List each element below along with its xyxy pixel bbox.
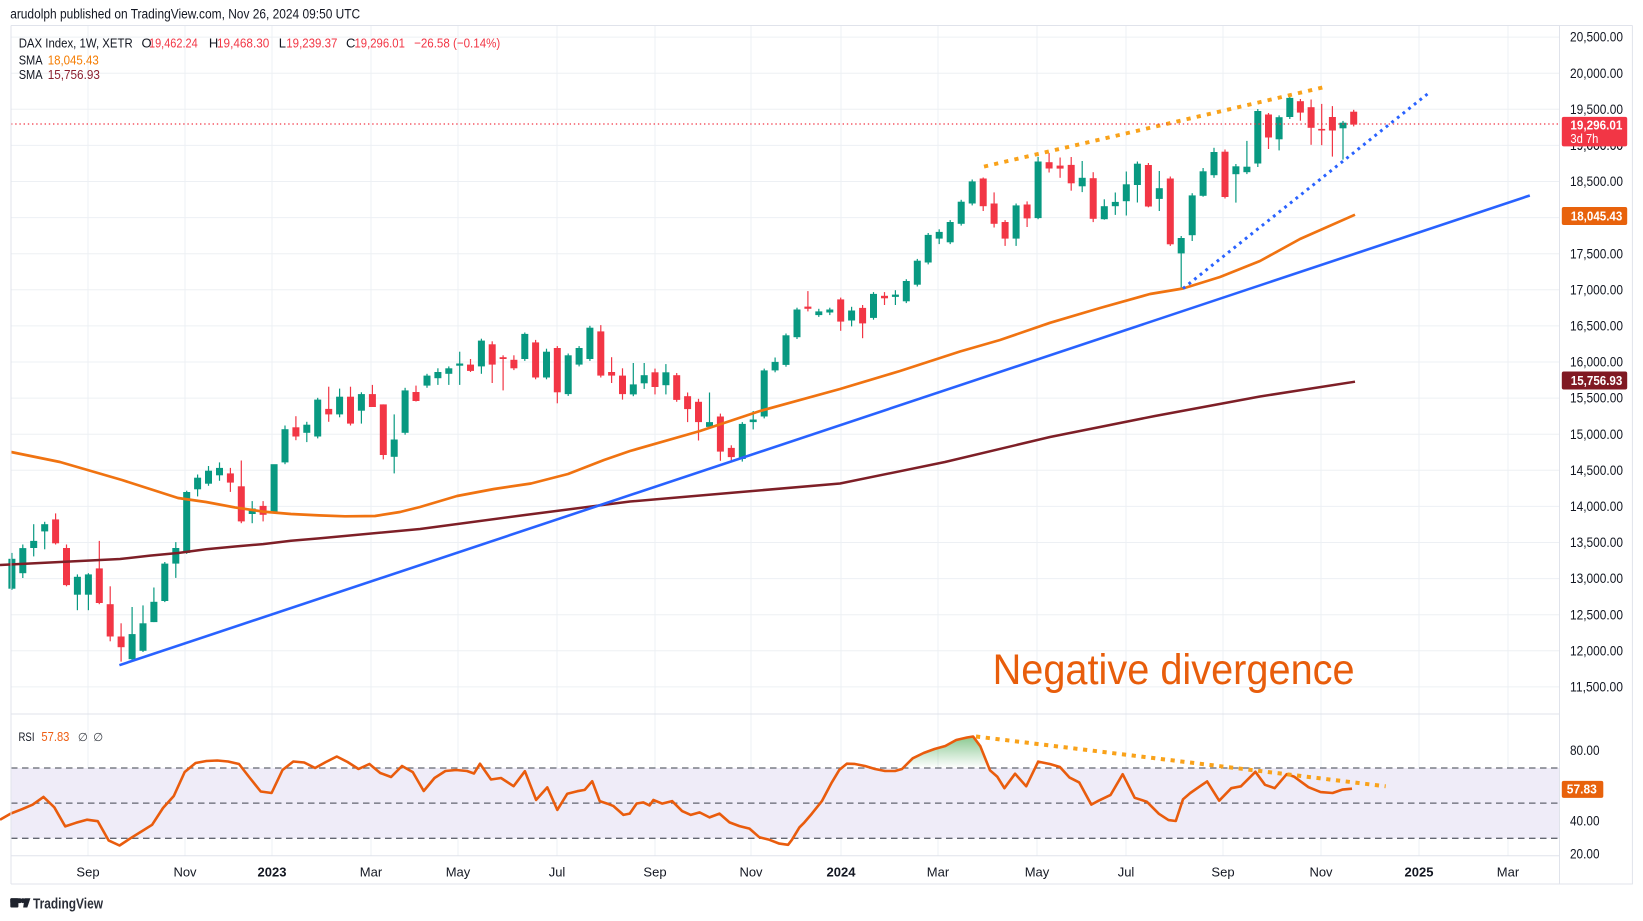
- svg-text:May: May: [446, 865, 471, 880]
- svg-text:20,000.00: 20,000.00: [1570, 66, 1623, 81]
- svg-text:Jul: Jul: [1118, 865, 1135, 880]
- svg-text:Mar: Mar: [360, 865, 383, 880]
- svg-text:Sep: Sep: [643, 865, 666, 880]
- svg-text:Jul: Jul: [549, 865, 566, 880]
- svg-text:12,500.00: 12,500.00: [1570, 607, 1623, 622]
- svg-text:15,756.93: 15,756.93: [48, 67, 100, 82]
- svg-text:DAX Index, 1W, XETR: DAX Index, 1W, XETR: [19, 36, 133, 51]
- svg-text:Mar: Mar: [927, 865, 950, 880]
- svg-text:∅: ∅: [93, 732, 103, 744]
- svg-text:17,500.00: 17,500.00: [1570, 246, 1623, 261]
- svg-text:2025: 2025: [1405, 865, 1434, 880]
- svg-text:O: O: [142, 36, 152, 51]
- svg-text:15,000.00: 15,000.00: [1570, 427, 1623, 442]
- svg-text:−26.58 (−0.14%): −26.58 (−0.14%): [414, 36, 500, 51]
- svg-text:Nov: Nov: [1309, 865, 1333, 880]
- svg-text:15,500.00: 15,500.00: [1570, 391, 1623, 406]
- svg-text:16,500.00: 16,500.00: [1570, 319, 1623, 334]
- svg-text:RSI: RSI: [19, 730, 35, 744]
- svg-text:15,756.93: 15,756.93: [1571, 373, 1623, 388]
- svg-text:Sep: Sep: [1211, 865, 1234, 880]
- svg-text:13,000.00: 13,000.00: [1570, 571, 1623, 586]
- svg-text:SMA: SMA: [19, 53, 43, 68]
- svg-text:57.83: 57.83: [1567, 782, 1597, 797]
- svg-text:arudolph published on TradingV: arudolph published on TradingView.com, N…: [10, 7, 360, 22]
- svg-text:19,296.01: 19,296.01: [355, 36, 405, 51]
- svg-text:2024: 2024: [827, 865, 857, 880]
- svg-text:Mar: Mar: [1497, 865, 1520, 880]
- svg-text:16,000.00: 16,000.00: [1570, 355, 1623, 370]
- svg-text:Nov: Nov: [173, 865, 197, 880]
- svg-text:19,500.00: 19,500.00: [1570, 102, 1623, 117]
- svg-text:17,000.00: 17,000.00: [1570, 282, 1623, 297]
- svg-text:19,468.30: 19,468.30: [217, 36, 269, 51]
- svg-text:L: L: [279, 36, 286, 51]
- svg-text:18,045.43: 18,045.43: [48, 53, 99, 68]
- svg-text:May: May: [1025, 865, 1050, 880]
- svg-text:11,500.00: 11,500.00: [1570, 680, 1623, 695]
- svg-text:18,500.00: 18,500.00: [1570, 174, 1623, 189]
- svg-text:13,500.00: 13,500.00: [1570, 535, 1623, 550]
- svg-text:∅: ∅: [78, 732, 88, 744]
- svg-text:40.00: 40.00: [1570, 813, 1600, 828]
- svg-text:14,500.00: 14,500.00: [1570, 463, 1623, 478]
- svg-text:19,462.24: 19,462.24: [149, 36, 198, 51]
- svg-text:18,045.43: 18,045.43: [1571, 208, 1623, 223]
- svg-text:14,000.00: 14,000.00: [1570, 499, 1623, 514]
- svg-text:19,296.01: 19,296.01: [1570, 118, 1622, 133]
- svg-text:Nov: Nov: [739, 865, 763, 880]
- svg-text:2023: 2023: [258, 865, 287, 880]
- svg-text:TradingView: TradingView: [33, 896, 103, 913]
- svg-text:57.83: 57.83: [41, 730, 69, 744]
- svg-text:19,239.37: 19,239.37: [286, 36, 337, 51]
- svg-text:C: C: [346, 36, 355, 51]
- svg-text:12,000.00: 12,000.00: [1570, 643, 1623, 658]
- svg-text:H: H: [209, 36, 218, 51]
- svg-text:Sep: Sep: [76, 865, 99, 880]
- svg-text:20,500.00: 20,500.00: [1570, 30, 1623, 45]
- svg-text:SMA: SMA: [19, 67, 43, 82]
- svg-text:20.00: 20.00: [1570, 846, 1600, 861]
- svg-text:Negative divergence: Negative divergence: [993, 646, 1355, 694]
- svg-text:3d 7h: 3d 7h: [1570, 132, 1598, 146]
- svg-text:80.00: 80.00: [1570, 743, 1600, 758]
